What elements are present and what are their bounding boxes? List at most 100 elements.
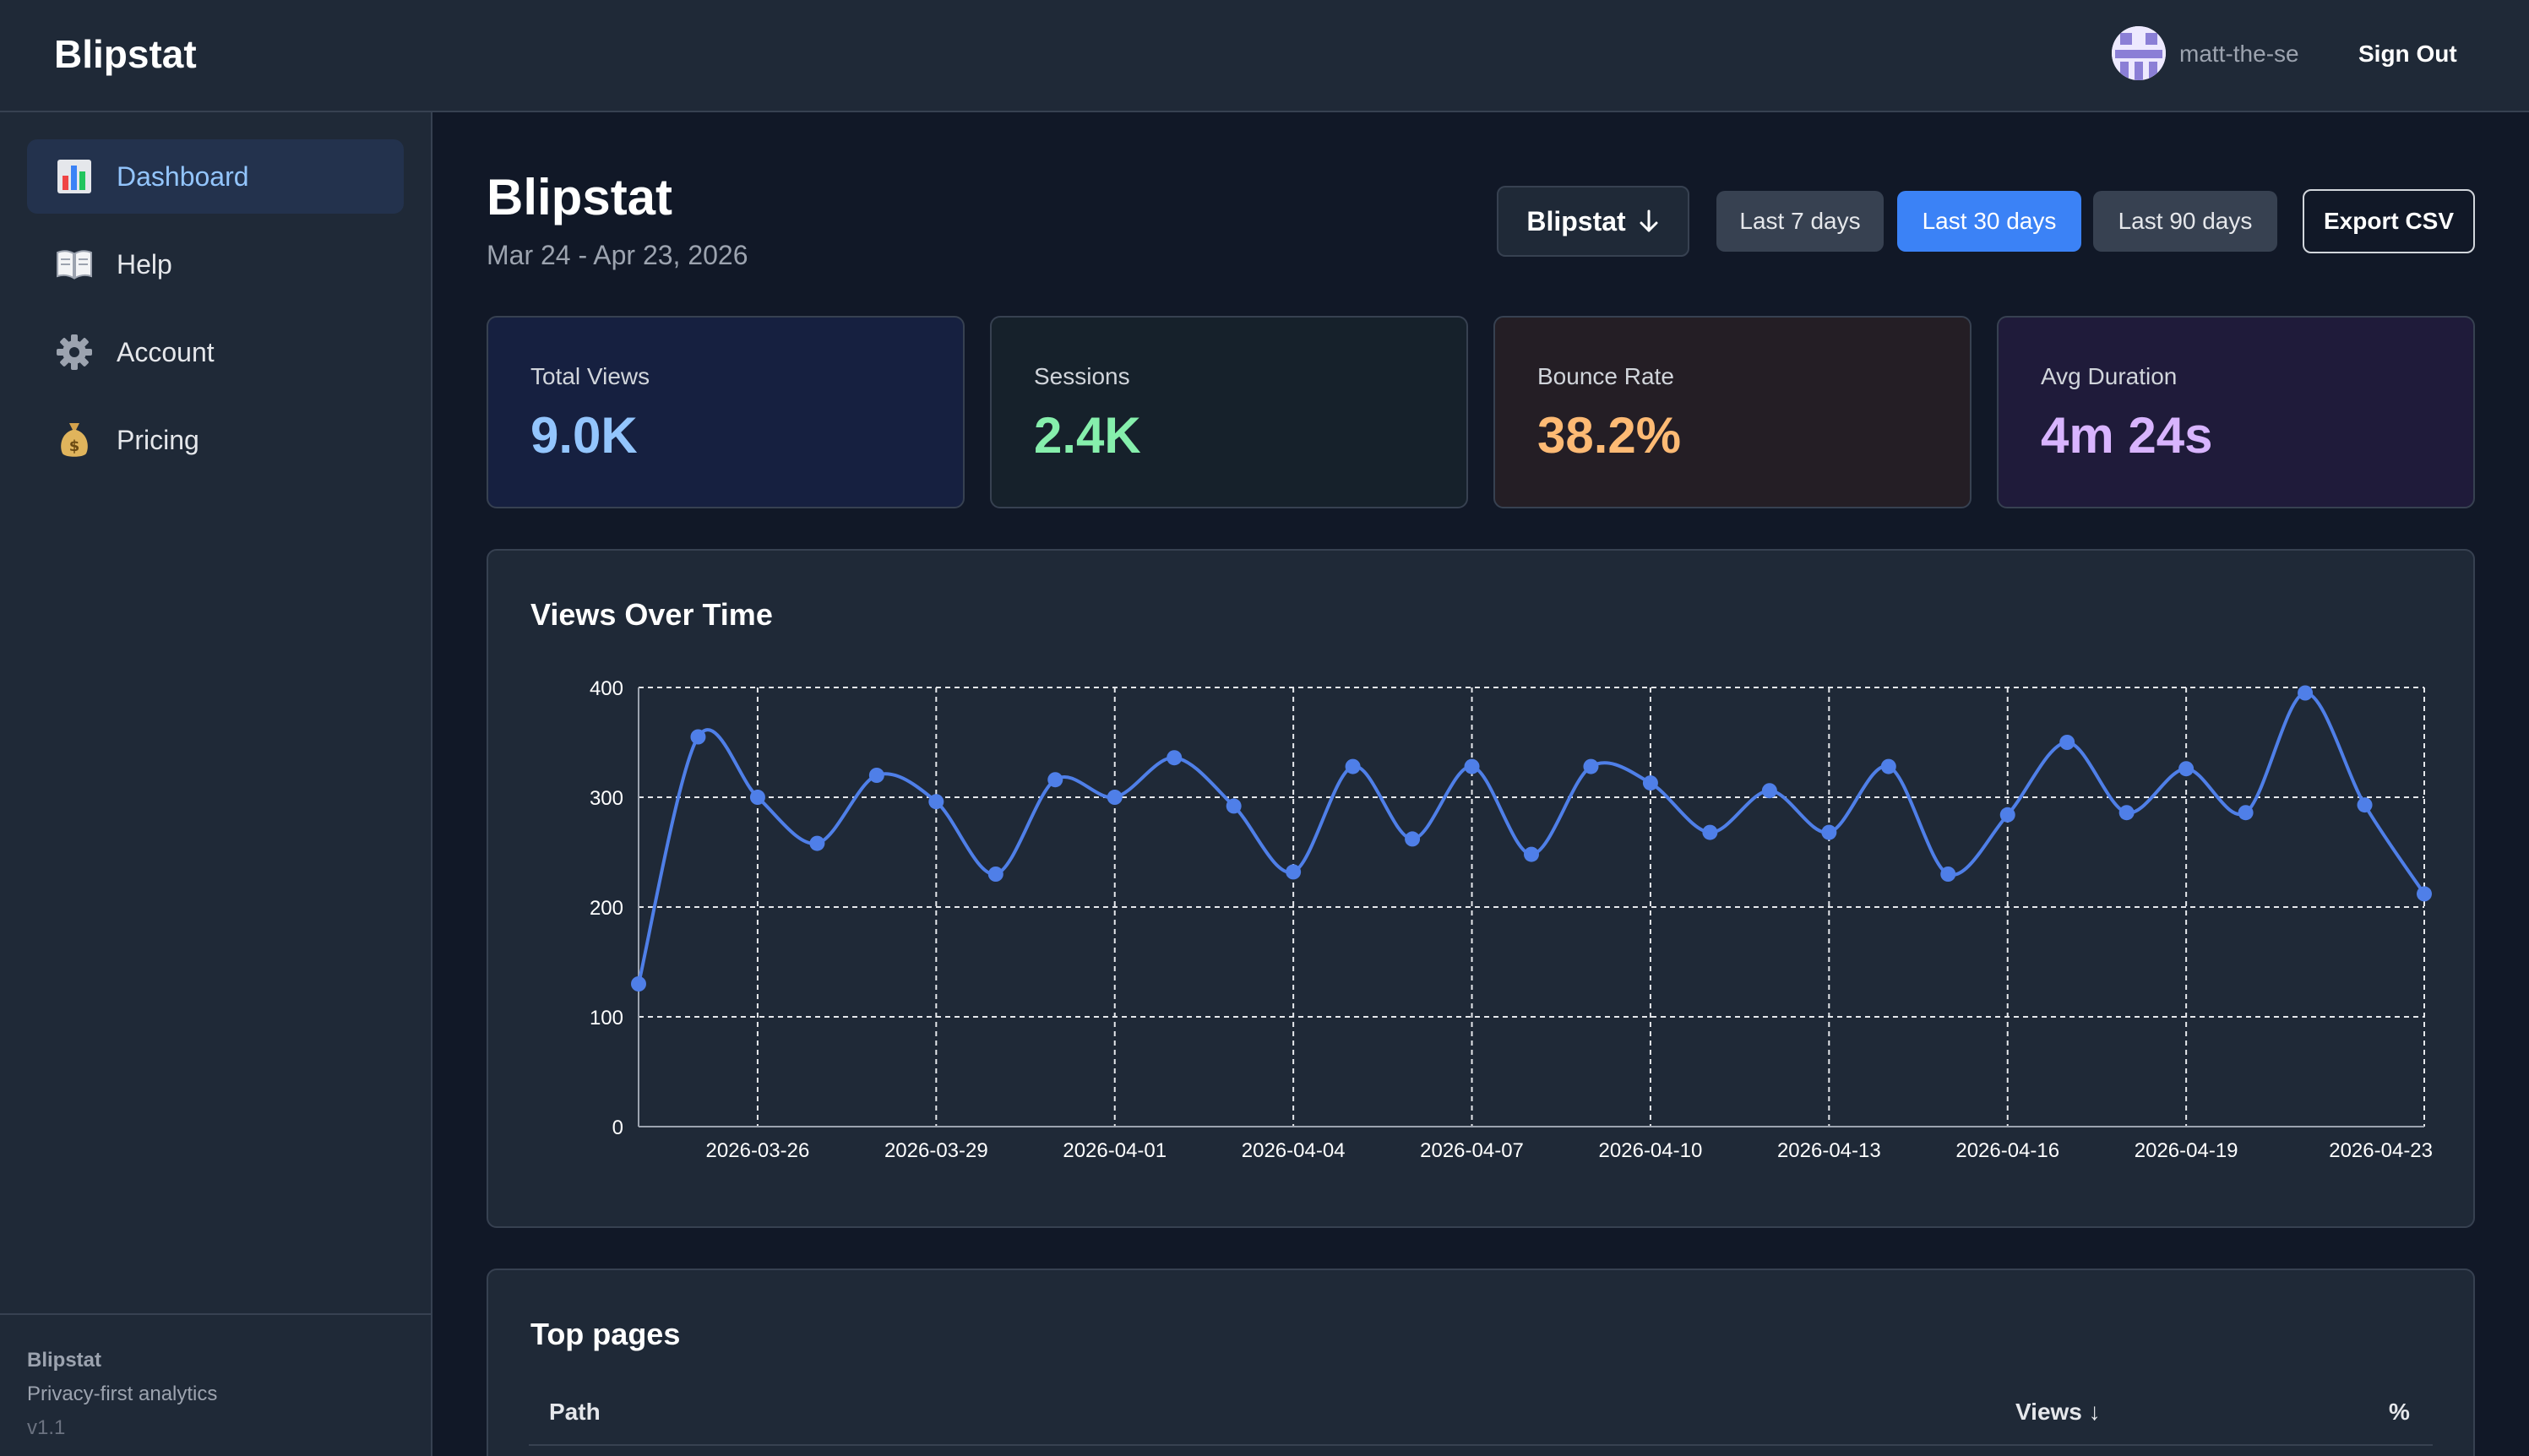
sidebar-item-pricing[interactable]: $ Pricing [27, 403, 404, 477]
data-point [749, 790, 765, 805]
table-header-divider [529, 1444, 2433, 1446]
data-point [1047, 772, 1063, 788]
data-point [1524, 846, 1539, 862]
gear-icon [56, 334, 93, 371]
stat-value: 4m 24s [2041, 407, 2213, 464]
sidebar-item-help[interactable]: Help [27, 227, 404, 302]
x-tick-label: 2026-03-26 [706, 1139, 810, 1162]
stat-label: Total Views [530, 363, 650, 389]
x-tick-label: 2026-04-23 [2329, 1139, 2433, 1162]
column-header-path[interactable]: Path [549, 1399, 601, 1425]
sidebar: Dashboard Help [0, 112, 432, 1456]
x-tick-label: 2026-04-19 [2135, 1139, 2238, 1162]
y-tick-label: 400 [590, 677, 623, 700]
views-chart-card: Views Over Time 0 100 200 300 400 2026-03-26 2… [487, 549, 2475, 1228]
data-point [2298, 685, 2314, 701]
data-point [1405, 831, 1421, 847]
svg-text:$: $ [69, 437, 80, 455]
data-point [2417, 886, 2432, 902]
data-point [1642, 775, 1658, 791]
data-point [1999, 807, 2015, 823]
footer-version: v1.1 [27, 1416, 66, 1439]
data-point [1940, 867, 1956, 882]
username[interactable]: matt-the-se [2179, 41, 2299, 67]
stat-label: Bounce Rate [1537, 363, 1674, 389]
data-point [1226, 798, 1242, 814]
sign-out-button[interactable]: Sign Out [2345, 30, 2471, 78]
export-csv-button[interactable]: Export CSV [2303, 189, 2475, 253]
arrow-down-icon [1640, 209, 1658, 232]
data-point [631, 976, 646, 991]
data-point [1345, 758, 1361, 774]
data-point [928, 794, 944, 810]
x-tick-label: 2026-04-10 [1599, 1139, 1703, 1162]
avatar[interactable] [2112, 26, 2166, 80]
data-point [690, 729, 706, 745]
views-line-chart: 0 100 200 300 400 2026-03-26 2026-03-29 2026-04… [590, 677, 2433, 1162]
footer-app-name: Blipstat [27, 1349, 102, 1372]
top-bar: Blipstat matt-the-se Sign Out [0, 0, 2529, 112]
range-7-days-button[interactable]: Last 7 days [1716, 191, 1884, 252]
stat-label: Avg Duration [2041, 363, 2178, 389]
data-point [809, 835, 825, 851]
data-point [2238, 805, 2254, 821]
sidebar-item-label: Dashboard [117, 161, 249, 192]
column-header-views[interactable]: Views ↓ [2015, 1399, 2101, 1425]
data-point [2118, 805, 2135, 821]
data-point [1821, 824, 1837, 840]
column-header-percent[interactable]: % [2389, 1399, 2410, 1425]
book-icon [56, 246, 93, 283]
x-tick-label: 2026-04-01 [1063, 1139, 1167, 1162]
brand-logo[interactable]: Blipstat [54, 32, 197, 76]
sidebar-footer: Blipstat Privacy-first analytics v1.1 [0, 1313, 431, 1439]
data-point [1583, 758, 1599, 774]
sidebar-item-dashboard[interactable]: Dashboard [27, 139, 404, 214]
data-point [1702, 824, 1718, 840]
footer-tagline: Privacy-first analytics [27, 1383, 218, 1405]
data-point [1107, 790, 1123, 805]
chart-title: Views Over Time [530, 597, 773, 632]
x-tick-label: 2026-04-04 [1242, 1139, 1346, 1162]
data-point [987, 867, 1003, 882]
site-selector-button[interactable]: Blipstat [1497, 186, 1689, 257]
stat-card-total-views: Total Views 9.0K [487, 316, 965, 508]
x-tick-label: 2026-04-16 [1955, 1139, 2059, 1162]
date-range: Mar 24 - Apr 23, 2026 [487, 240, 748, 270]
x-tick-label: 2026-04-07 [1420, 1139, 1524, 1162]
data-point [868, 768, 884, 783]
data-point [1464, 758, 1480, 774]
x-tick-label: 2026-04-13 [1777, 1139, 1881, 1162]
stat-label: Sessions [1034, 363, 1130, 389]
top-pages-title: Top pages [530, 1317, 681, 1351]
data-point [1761, 783, 1777, 799]
sidebar-item-label: Pricing [117, 425, 199, 455]
stat-card-sessions: Sessions 2.4K [990, 316, 1468, 508]
y-tick-label: 300 [590, 787, 623, 810]
avatar-identicon-icon [2112, 26, 2166, 80]
sidebar-item-account[interactable]: Account [27, 315, 404, 389]
top-pages-card: Top pages [487, 1269, 2475, 1456]
stat-value: 9.0K [530, 407, 638, 464]
y-tick-label: 0 [612, 1116, 623, 1139]
data-point [1286, 864, 1302, 880]
page-title: Blipstat [487, 169, 673, 225]
data-point [1880, 758, 1896, 774]
x-tick-label: 2026-03-29 [884, 1139, 988, 1162]
data-point [2357, 797, 2373, 813]
site-selector-label: Blipstat [1526, 205, 1626, 236]
range-90-days-button[interactable]: Last 90 days [2093, 191, 2277, 252]
data-point [2059, 735, 2075, 750]
sidebar-item-label: Help [117, 249, 172, 280]
sidebar-item-label: Account [117, 337, 215, 367]
bar-chart-icon [56, 158, 93, 195]
data-point [1167, 750, 1183, 766]
y-tick-label: 200 [590, 897, 623, 920]
views-series-line [637, 691, 2426, 985]
range-30-days-button[interactable]: Last 30 days [1897, 191, 2081, 252]
stat-card-avg-duration: Avg Duration 4m 24s [1997, 316, 2475, 508]
stat-card-bounce-rate: Bounce Rate 38.2% [1493, 316, 1972, 508]
y-tick-label: 100 [590, 1007, 623, 1030]
stat-value: 38.2% [1537, 407, 1682, 464]
stat-value: 2.4K [1034, 407, 1141, 464]
money-bag-icon: $ [56, 421, 93, 459]
